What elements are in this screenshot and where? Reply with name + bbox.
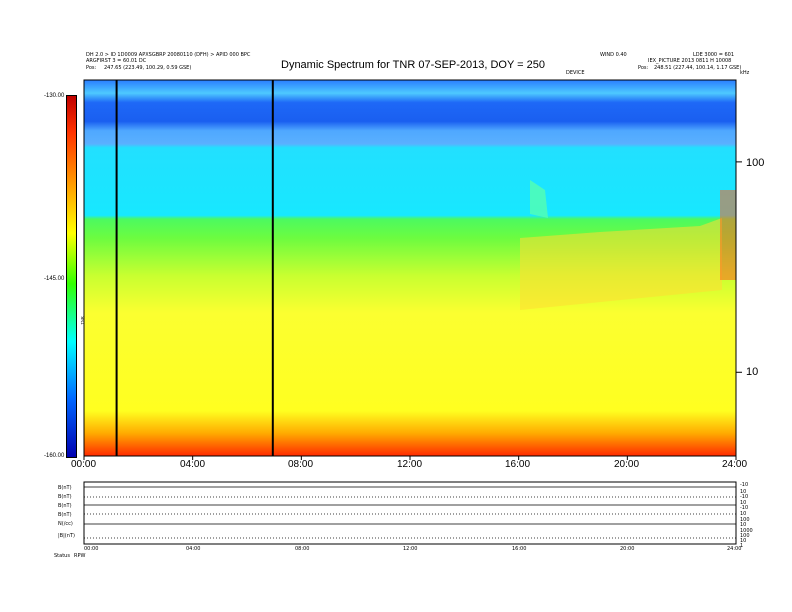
lower-panel-frame <box>83 481 737 545</box>
lower-rv-11: 1 <box>740 543 744 549</box>
header-khz: kHz <box>740 70 750 76</box>
lower-label-1: B(nT) <box>58 494 72 500</box>
xtick-label-3: 12:00 <box>397 459 423 470</box>
header-pos-label-left: Pos: <box>86 65 97 71</box>
lower-rv-1: 10 <box>740 489 747 495</box>
lower-rv-2: -10 <box>740 494 749 500</box>
colorbar-tick-mid: -145.00 <box>44 276 65 282</box>
footer-status-value: RPW <box>74 553 86 559</box>
band-orange-rise <box>520 218 722 310</box>
colorbar-tick-top: -130.00 <box>44 93 65 99</box>
lower-rv-3: 10 <box>740 500 747 506</box>
ytick-label-100: 100 <box>746 157 765 169</box>
emission-feature-16h <box>530 180 548 218</box>
lower-label-5: |B|(nT) <box>58 533 75 539</box>
header-right-line1a: WIND 0.40 <box>600 52 627 58</box>
lower-rv-9: 100 <box>740 533 750 539</box>
chart-title: Dynamic Spectrum for TNR 07-SEP-2013, DO… <box>281 59 546 71</box>
xtick-label-0: 00:00 <box>71 459 97 470</box>
lower-xtick-1: 04:00 <box>186 546 201 552</box>
xtick-label-6: 24:00 <box>722 459 748 470</box>
header-pos-label-right: Pos: <box>638 65 649 71</box>
lower-rv-4: -10 <box>740 505 749 511</box>
header-right-line2: IEX_PICTURE 2013 0811 H 10008 <box>648 58 732 64</box>
xtick-label-2: 08:00 <box>288 459 314 470</box>
xtick-label-5: 20:00 <box>614 459 640 470</box>
lower-xtick-2: 08:00 <box>295 546 310 552</box>
lower-rv-6: 100 <box>740 517 750 523</box>
header-info-line2: ARGFIRST 3 = 60.01 DC <box>86 58 147 64</box>
lower-xtick-4: 16:00 <box>512 546 527 552</box>
colorbar-tick-bottom: -160.00 <box>44 453 65 459</box>
lower-label-3: B(nT) <box>58 512 72 518</box>
lower-xtick-3: 12:00 <box>403 546 418 552</box>
lower-label-0: B(nT) <box>58 485 72 491</box>
lower-rv-0: -10 <box>740 482 749 488</box>
lower-xtick-0: 00:00 <box>84 546 99 552</box>
ytick-label-10: 10 <box>746 366 759 378</box>
lower-xtick-5: 20:00 <box>620 546 635 552</box>
header-right-line1b: LDE 3000 = 601 <box>693 52 735 58</box>
lower-rv-8: 1000 <box>740 528 753 534</box>
lower-rv-10: 10 <box>740 538 747 544</box>
header-pos-value-left: 247.65 (223.49, 100.29, 0.59 GSE) <box>104 65 192 71</box>
lower-xtick-6: 24:00 <box>727 546 742 552</box>
header-info-line1: DH 2.0 > ID 1D0009 APXSGBRP 20080110 (DF… <box>86 52 251 58</box>
header-device: DEVICE <box>566 70 585 76</box>
lower-label-4: N(/cc) <box>58 521 73 527</box>
lower-rv-7: 10 <box>740 522 747 528</box>
footer-status-label: Status <box>54 553 70 559</box>
header-pos-value-right: 248.51 (227.44, 100.14, 1.17 GSE) <box>654 65 742 71</box>
lower-label-2: B(nT) <box>58 503 72 509</box>
lower-rv-5: 10 <box>740 511 747 517</box>
emission-feature-24h <box>720 190 736 280</box>
xtick-label-1: 04:00 <box>180 459 206 470</box>
xtick-label-4: 16:00 <box>505 459 531 470</box>
colorbar <box>66 95 77 458</box>
